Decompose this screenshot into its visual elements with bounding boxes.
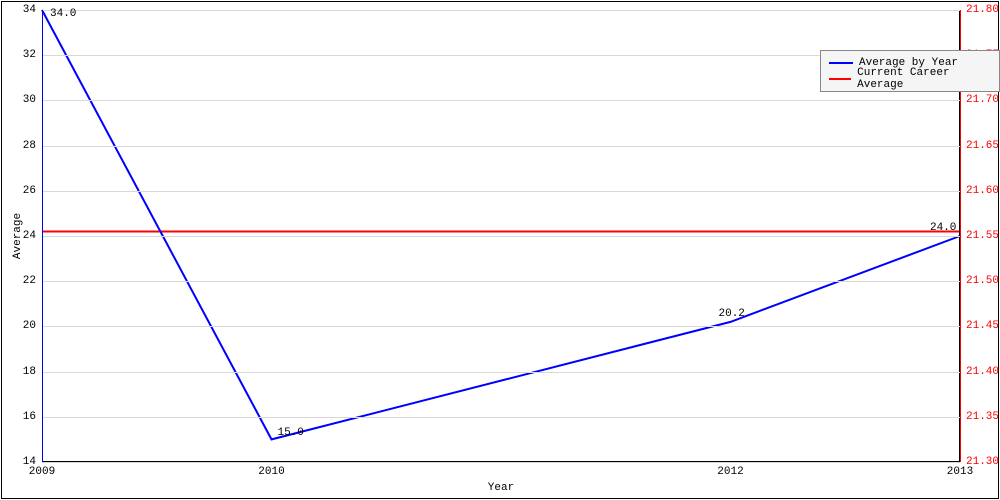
- grid-line: [42, 462, 960, 463]
- legend-item-career-avg: Current Career Average: [829, 71, 991, 87]
- x-tick-label: 2010: [258, 466, 284, 478]
- data-point-label: 34.0: [50, 8, 76, 20]
- x-tick-label: 2013: [947, 466, 973, 478]
- y-left-tick-label: 18: [23, 366, 36, 378]
- y-left-tick-label: 16: [23, 411, 36, 423]
- y-right-tick-label: 21.65: [966, 140, 999, 152]
- chart-container: 141618202224262830323421.3021.3521.4021.…: [0, 0, 1000, 500]
- legend-label-career-avg: Current Career Average: [857, 67, 991, 91]
- data-point-label: 15.0: [278, 427, 304, 439]
- y-left-spine: [42, 10, 43, 462]
- y-right-tick-label: 21.45: [966, 320, 999, 332]
- y-left-tick-label: 22: [23, 275, 36, 287]
- y-right-tick-label: 21.80: [966, 4, 999, 16]
- y-right-tick-label: 21.40: [966, 366, 999, 378]
- y-right-tick-label: 21.70: [966, 94, 999, 106]
- x-tick-label: 2009: [29, 466, 55, 478]
- data-point-label: 20.2: [719, 308, 745, 320]
- grid-line: [42, 10, 960, 11]
- grid-line: [42, 326, 960, 327]
- grid-line: [42, 236, 960, 237]
- y-left-tick-label: 24: [23, 230, 36, 242]
- grid-line: [42, 100, 960, 101]
- y-right-tick-label: 21.60: [966, 185, 999, 197]
- y-left-tick-label: 20: [23, 320, 36, 332]
- x-tick-label: 2012: [717, 466, 743, 478]
- y-right-tick-label: 21.35: [966, 411, 999, 423]
- grid-line: [42, 281, 960, 282]
- y-left-tick-label: 26: [23, 185, 36, 197]
- legend: Average by Year Current Career Average: [820, 50, 1000, 92]
- y-left-tick-label: 34: [23, 4, 36, 16]
- grid-line: [42, 417, 960, 418]
- y-left-tick-label: 30: [23, 94, 36, 106]
- y-left-tick-label: 28: [23, 140, 36, 152]
- grid-line: [42, 146, 960, 147]
- x-axis-title: Year: [488, 482, 514, 494]
- data-point-label: 24.0: [930, 222, 956, 234]
- y-right-tick-label: 21.55: [966, 230, 999, 242]
- grid-line: [42, 372, 960, 373]
- y-axis-title: Average: [12, 213, 24, 259]
- y-right-tick-label: 21.50: [966, 275, 999, 287]
- y-left-tick-label: 32: [23, 49, 36, 61]
- grid-line: [42, 191, 960, 192]
- legend-swatch-avg-by-year: [829, 62, 853, 64]
- legend-swatch-career-avg: [829, 78, 851, 80]
